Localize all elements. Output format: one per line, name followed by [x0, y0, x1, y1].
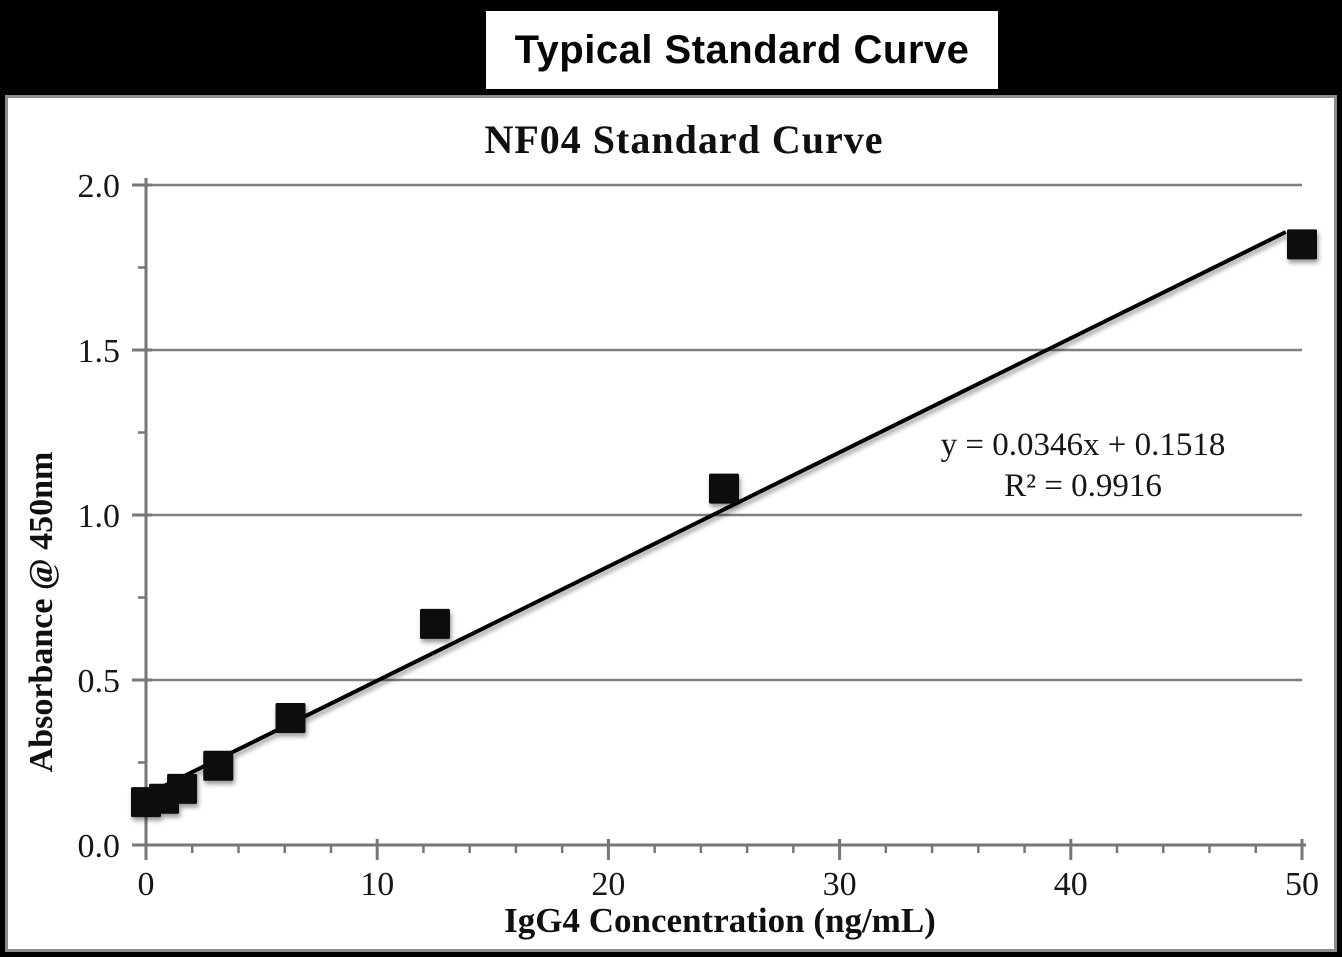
trendline-equation-line: y = 0.0346x + 0.1518 [940, 427, 1226, 463]
x-tick-label: 50 [1285, 866, 1319, 903]
series-group [131, 229, 1317, 818]
figure-header-box: Typical Standard Curve [482, 7, 1002, 93]
data-point-square [709, 473, 739, 504]
y-tick-label: 1.0 [78, 498, 121, 535]
figure-header-title: Typical Standard Curve [514, 27, 970, 72]
data-point-square [167, 773, 198, 804]
y-tick-label: 0.5 [78, 663, 121, 700]
data-point-square [275, 702, 306, 733]
trendline-equation: y = 0.0346x + 0.1518 R² = 0.9916 [923, 425, 1243, 507]
chart-panel [5, 95, 1337, 952]
data-point-square [420, 608, 450, 639]
trend-line [145, 230, 1287, 797]
data-point-square [203, 750, 234, 781]
x-tick-label: 30 [823, 866, 857, 903]
y-axis-title: Absorbance @ 450nm [23, 451, 60, 773]
data-point-square [1287, 229, 1317, 260]
x-tick-label: 0 [138, 866, 155, 903]
standard-curve-plot: 0.0 0.5 1.0 1.5 2.0 0 10 20 30 40 50 [78, 168, 1320, 903]
y-tick-label: 2.0 [78, 168, 121, 205]
trendline-r-squared: R² = 0.9916 [1004, 468, 1162, 504]
chart-title: NF04 Standard Curve [484, 117, 884, 162]
y-tick-label: 0.0 [78, 828, 121, 865]
x-tick-label: 20 [591, 866, 625, 903]
x-axis-title: IgG4 Concentration (ng/mL) [504, 901, 936, 940]
x-tick-label: 10 [360, 866, 394, 903]
x-tick-label: 40 [1054, 866, 1088, 903]
y-tick-label: 1.5 [78, 333, 121, 370]
